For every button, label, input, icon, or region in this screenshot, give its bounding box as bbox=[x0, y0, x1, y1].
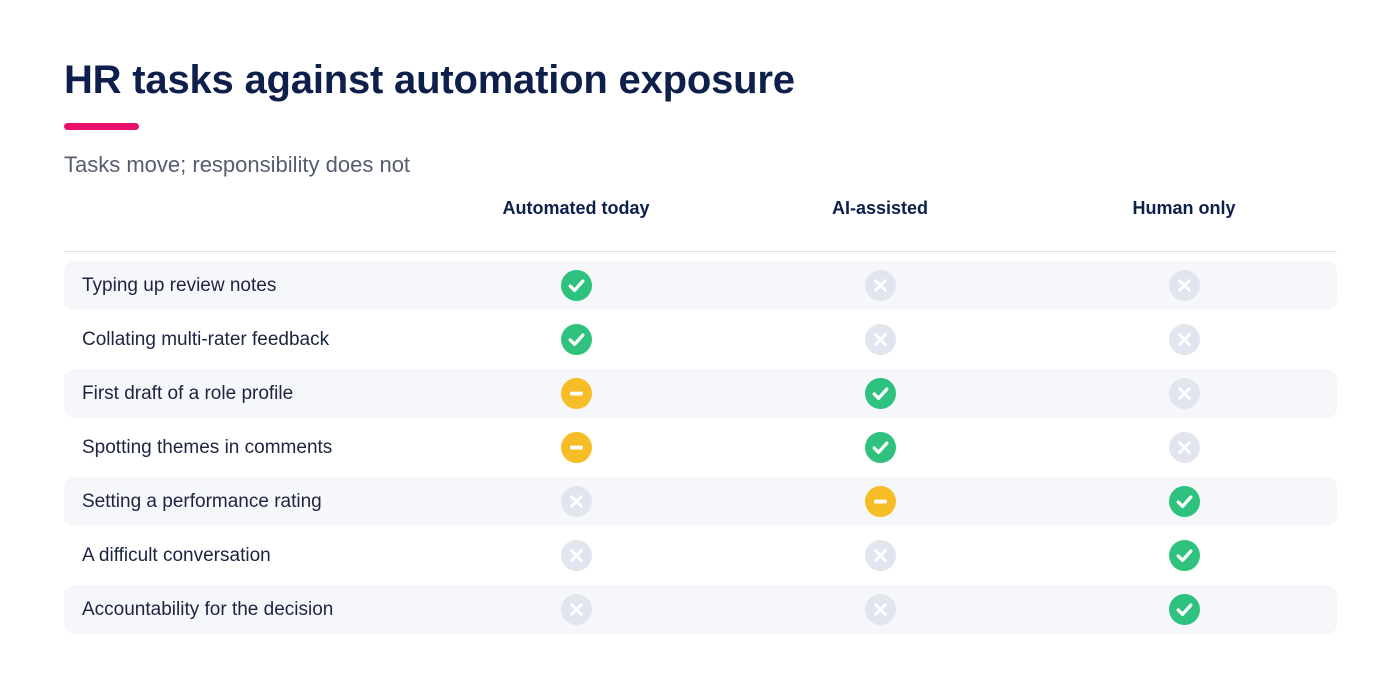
column-header-automated: Automated today bbox=[502, 198, 650, 218]
x-circle-icon bbox=[864, 324, 896, 355]
table-row: Typing up review notes bbox=[64, 261, 1337, 310]
x-circle-icon bbox=[560, 540, 592, 571]
minus-circle-icon bbox=[560, 432, 592, 463]
table-header: Automated today AI-assisted Human only bbox=[64, 198, 1337, 230]
table-row: Setting a performance rating bbox=[64, 477, 1337, 526]
check-circle-icon bbox=[864, 378, 896, 409]
x-circle-icon bbox=[864, 594, 896, 625]
page-subtitle: Tasks move; responsibility does not bbox=[64, 152, 411, 177]
table-row: Accountability for the decision bbox=[64, 585, 1337, 634]
table-row: A difficult conversation bbox=[64, 531, 1337, 580]
x-circle-icon bbox=[864, 540, 896, 571]
x-circle-icon bbox=[864, 270, 896, 301]
check-circle-icon bbox=[560, 324, 592, 355]
x-circle-icon bbox=[1168, 432, 1200, 463]
x-circle-icon bbox=[1168, 378, 1200, 409]
table-row: Collating multi-rater feedback bbox=[64, 315, 1337, 364]
page-title: HR tasks against automation exposure bbox=[64, 58, 795, 102]
table-row: Spotting themes in comments bbox=[64, 423, 1337, 472]
task-label: A difficult conversation bbox=[82, 545, 271, 566]
minus-circle-icon bbox=[560, 378, 592, 409]
task-label: Setting a performance rating bbox=[82, 491, 322, 512]
check-circle-icon bbox=[1168, 540, 1200, 571]
table-row: First draft of a role profile bbox=[64, 369, 1337, 418]
column-header-ai-assisted: AI-assisted bbox=[831, 198, 929, 218]
task-label: Spotting themes in comments bbox=[82, 437, 333, 458]
x-circle-icon bbox=[560, 486, 592, 517]
x-circle-icon bbox=[1168, 324, 1200, 355]
task-label: First draft of a role profile bbox=[82, 383, 294, 404]
column-header-human-only: Human only bbox=[1132, 198, 1236, 218]
task-label: Typing up review notes bbox=[82, 275, 277, 296]
check-circle-icon bbox=[864, 432, 896, 463]
minus-circle-icon bbox=[864, 486, 896, 517]
header-divider bbox=[64, 251, 1337, 252]
x-circle-icon bbox=[560, 594, 592, 625]
check-circle-icon bbox=[1168, 486, 1200, 517]
check-circle-icon bbox=[1168, 594, 1200, 625]
task-label: Accountability for the decision bbox=[82, 599, 334, 620]
title-accent-bar bbox=[64, 123, 139, 130]
x-circle-icon bbox=[1168, 270, 1200, 301]
check-circle-icon bbox=[560, 270, 592, 301]
task-label: Collating multi-rater feedback bbox=[82, 329, 330, 350]
